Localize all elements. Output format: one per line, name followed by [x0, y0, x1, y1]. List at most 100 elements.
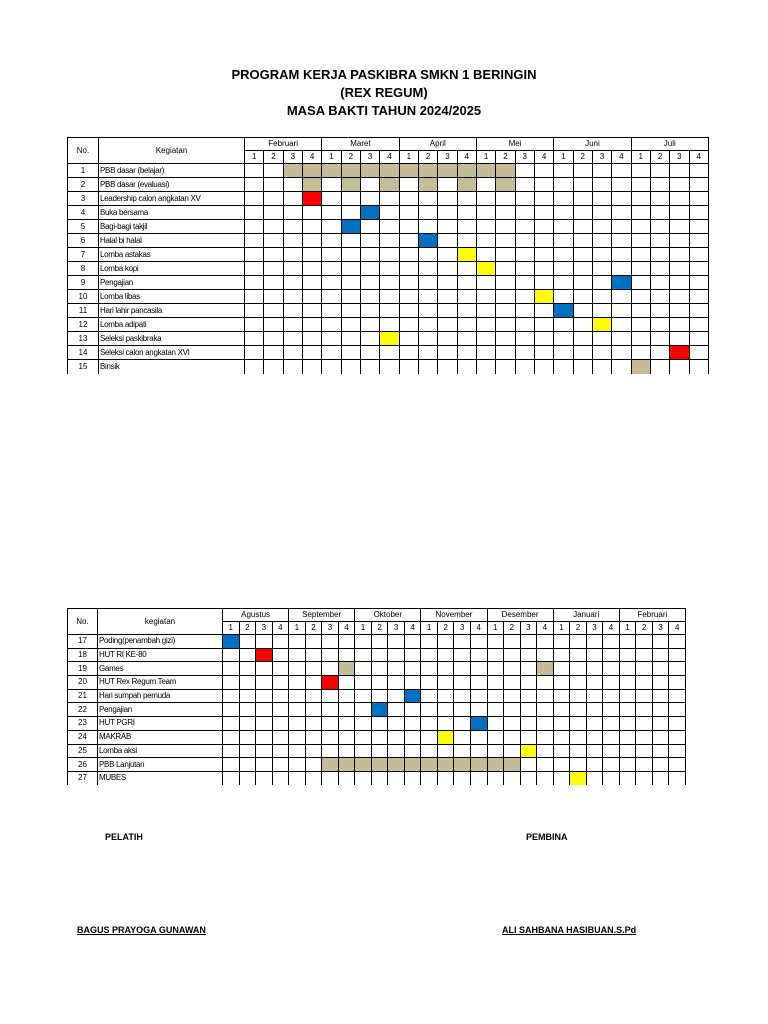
week-cell — [359, 261, 381, 276]
week-cell — [503, 647, 521, 663]
week-cell — [688, 359, 710, 374]
week-cell — [282, 219, 303, 234]
week-cell — [398, 289, 419, 304]
week-cell — [495, 205, 516, 220]
week-cell — [469, 770, 488, 786]
week-cell — [255, 757, 273, 772]
week-cell — [569, 757, 587, 772]
week-cell — [255, 770, 273, 786]
week-cell — [398, 261, 419, 276]
week-cell — [536, 647, 554, 663]
week-cell — [238, 770, 257, 786]
week-cell — [282, 289, 303, 304]
week-cell — [495, 247, 516, 262]
row-number: 26 — [67, 757, 98, 772]
row-number: 14 — [67, 345, 99, 360]
week-cell — [569, 729, 587, 745]
week-header: 1 — [553, 150, 574, 164]
schedule-mark — [475, 163, 497, 178]
week-cell — [238, 661, 257, 677]
table-row: 17 Poding(penambah gizi) — [67, 634, 686, 649]
week-cell — [263, 205, 284, 220]
week-cell — [649, 289, 671, 304]
week-cell — [536, 729, 554, 745]
week-cell — [630, 303, 651, 318]
week-cell — [519, 770, 538, 786]
month-header: September — [288, 608, 356, 622]
week-cell — [553, 177, 574, 192]
week-cell — [618, 743, 637, 759]
week-cell — [503, 770, 521, 786]
week-cell — [475, 303, 497, 318]
week-cell — [304, 757, 323, 772]
activity-name: Buka bersama — [98, 205, 245, 220]
week-cell — [514, 275, 535, 290]
week-cell — [495, 317, 516, 332]
week-cell — [456, 303, 477, 318]
week-cell — [688, 233, 710, 248]
week-cell — [222, 757, 240, 772]
week-header: 4 — [403, 621, 422, 635]
week-cell — [301, 219, 323, 234]
week-cell — [618, 702, 637, 718]
week-cell — [519, 729, 538, 745]
week-cell — [379, 317, 400, 332]
week-cell — [475, 359, 497, 374]
week-cell — [340, 317, 361, 332]
table-row: 13 Seleksi paskibraka — [67, 331, 710, 346]
week-cell — [437, 345, 458, 360]
week-cell — [669, 359, 690, 374]
week-header: 1 — [552, 621, 571, 635]
week-cell — [243, 177, 265, 192]
week-cell — [340, 275, 361, 290]
week-cell — [649, 163, 671, 178]
month-header: Maret — [321, 137, 400, 151]
week-cell — [288, 634, 306, 649]
week-cell — [572, 303, 593, 318]
week-cell — [337, 702, 356, 718]
schedule-mark — [469, 757, 488, 772]
week-cell — [398, 317, 419, 332]
week-cell — [337, 647, 356, 663]
week-cell — [553, 233, 574, 248]
schedule-mark — [337, 661, 356, 677]
week-cell — [649, 331, 671, 346]
week-cell — [263, 359, 284, 374]
week-cell — [340, 205, 361, 220]
week-header: 2 — [263, 150, 284, 164]
week-cell — [321, 191, 342, 206]
week-cell — [591, 289, 613, 304]
week-cell — [238, 647, 257, 663]
week-cell — [611, 289, 632, 304]
week-cell — [536, 770, 554, 786]
table-row: 24 MAKRAB — [67, 729, 686, 745]
week-header: 3 — [437, 150, 458, 164]
month-header: Desember — [486, 608, 554, 622]
week-cell — [649, 191, 671, 206]
week-cell — [255, 634, 273, 649]
week-cell — [514, 317, 535, 332]
week-cell — [503, 675, 521, 690]
activity-name: Hari lahir pancasila — [98, 303, 245, 318]
week-cell — [456, 331, 477, 346]
week-cell — [282, 177, 303, 192]
week-cell — [611, 261, 632, 276]
week-cell — [282, 205, 303, 220]
week-cell — [255, 688, 273, 704]
week-cell — [321, 359, 342, 374]
week-header: 3 — [669, 150, 690, 164]
week-cell — [495, 359, 516, 374]
schedule-mark — [519, 743, 538, 759]
week-cell — [519, 675, 538, 690]
week-cell — [437, 219, 458, 234]
week-cell — [475, 191, 497, 206]
week-cell — [288, 675, 306, 690]
week-cell — [552, 661, 571, 677]
week-cell — [417, 275, 439, 290]
week-cell — [585, 634, 604, 649]
week-cell — [359, 289, 381, 304]
week-cell — [436, 770, 455, 786]
week-cell — [688, 191, 710, 206]
week-cell — [533, 219, 555, 234]
week-cell — [453, 661, 471, 677]
